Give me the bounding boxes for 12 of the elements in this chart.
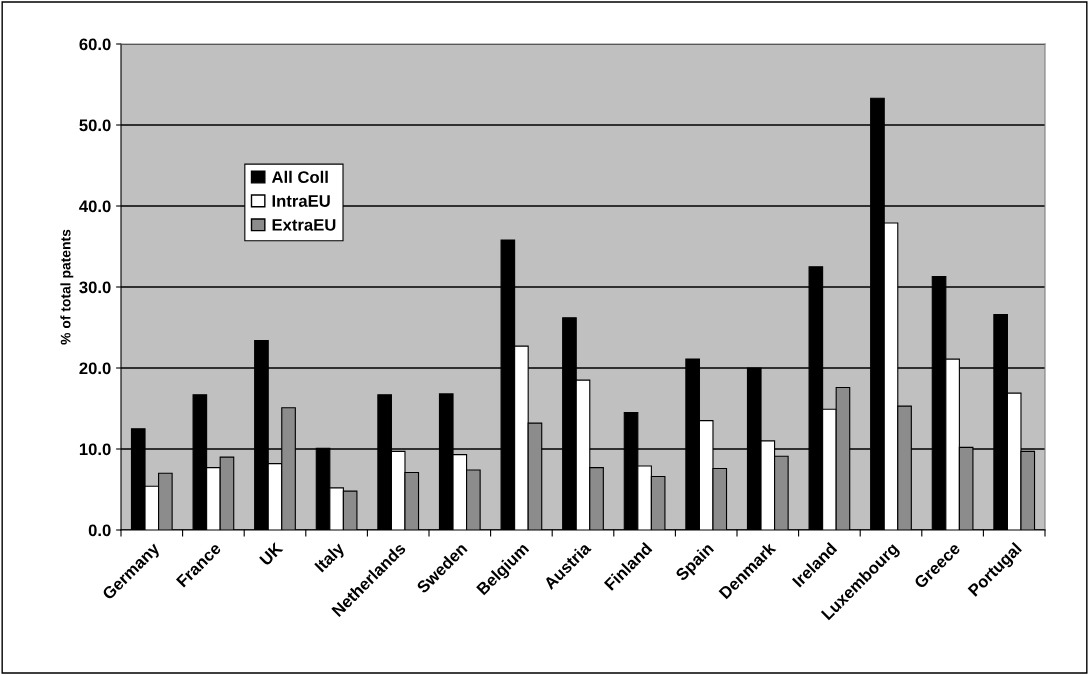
legend-label: IntraEU xyxy=(272,195,330,207)
y-tick-label: 60.0 xyxy=(79,38,111,51)
legend-label: ExtraEU xyxy=(272,219,336,231)
y-tick-label: 40.0 xyxy=(79,200,111,213)
x-tick-label: UK xyxy=(259,541,284,567)
y-tick-label: 50.0 xyxy=(79,119,111,132)
legend-label: All Coll xyxy=(271,170,328,184)
y-tick-label: 20.0 xyxy=(79,362,111,375)
y-axis-title: % of total patents xyxy=(60,229,74,345)
y-tick-label: 0.0 xyxy=(88,524,111,537)
y-tick-label: 10.0 xyxy=(79,443,111,456)
y-tick-label: 30.0 xyxy=(79,281,111,294)
